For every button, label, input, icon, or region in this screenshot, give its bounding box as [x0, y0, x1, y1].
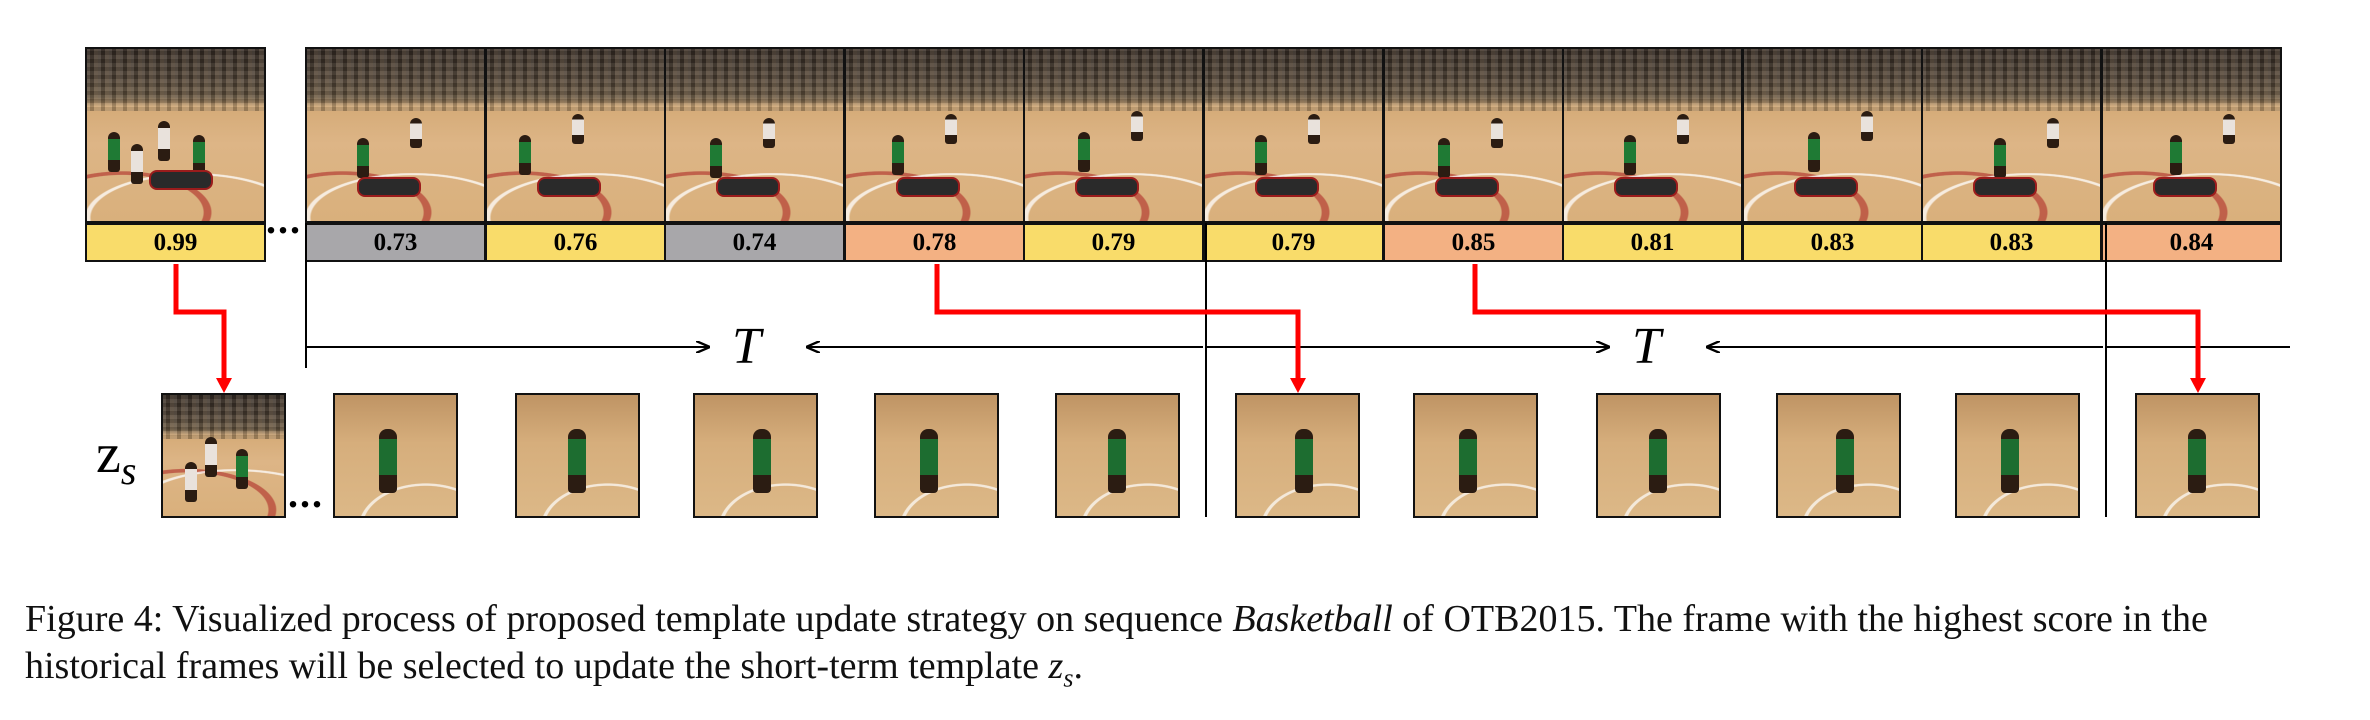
history-frame — [844, 47, 1025, 223]
score-cell: 0.78 — [844, 223, 1025, 262]
template-crop — [693, 393, 818, 518]
template-initial — [161, 393, 286, 518]
history-frame — [1383, 47, 1564, 223]
history-frame — [1742, 47, 1923, 223]
history-frame — [1023, 47, 1204, 223]
template-crop — [874, 393, 999, 518]
history-frame — [664, 47, 845, 223]
score-cell: 0.73 — [305, 223, 486, 262]
score-cell: 0.79 — [1023, 223, 1204, 262]
separator-left — [305, 223, 307, 368]
history-frame — [485, 47, 666, 223]
history-frame — [1921, 47, 2102, 223]
separator-right — [2105, 223, 2107, 517]
score-cell: 0.83 — [1742, 223, 1923, 262]
template-crop — [333, 393, 458, 518]
history-frame — [1203, 47, 1384, 223]
score-cell: 0.85 — [1383, 223, 1564, 262]
selection-arrow-078 — [934, 264, 1301, 382]
score-cell: 0.84 — [2101, 223, 2282, 262]
template-crop — [515, 393, 640, 518]
template-crop — [1055, 393, 1180, 518]
selection-arrow-initial — [173, 264, 227, 382]
interval-label-2: T — [1632, 318, 1661, 375]
top-ellipsis: ... — [266, 197, 302, 242]
score-cell: 0.81 — [1562, 223, 1743, 262]
history-frame — [1562, 47, 1743, 223]
figure-caption: Figure 4: Visualized process of proposed… — [25, 598, 2208, 693]
bottom-ellipsis: ... — [288, 471, 324, 516]
score-cell: 0.74 — [664, 223, 845, 262]
score-cell: 0.83 — [1921, 223, 2102, 262]
score-cell: 0.76 — [485, 223, 666, 262]
history-frame — [2101, 47, 2282, 223]
selection-arrow-085 — [1472, 264, 2201, 382]
template-crop — [1596, 393, 1721, 518]
selection-arrows — [173, 264, 2206, 393]
initial-score-cell: 0.99 — [85, 223, 266, 262]
initial-frame — [85, 47, 266, 223]
interval-label-1: T — [732, 318, 761, 375]
template-label: zs — [96, 423, 137, 494]
separator-middle — [1205, 223, 1207, 517]
template-crop — [2135, 393, 2260, 518]
template-crop — [1413, 393, 1538, 518]
template-crop — [1776, 393, 1901, 518]
score-cell: 0.79 — [1203, 223, 1384, 262]
template-crop — [1955, 393, 2080, 518]
history-frame — [305, 47, 486, 223]
template-crop — [1235, 393, 1360, 518]
